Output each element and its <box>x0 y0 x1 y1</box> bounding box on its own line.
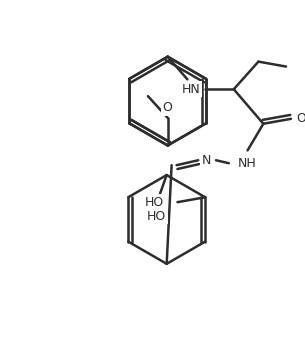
Text: N: N <box>201 154 211 167</box>
Text: HN: HN <box>182 83 201 96</box>
Text: NH: NH <box>238 157 257 170</box>
Text: HO: HO <box>145 196 164 209</box>
Text: HO: HO <box>147 210 167 223</box>
Text: O: O <box>296 112 305 125</box>
Text: O: O <box>163 101 173 115</box>
